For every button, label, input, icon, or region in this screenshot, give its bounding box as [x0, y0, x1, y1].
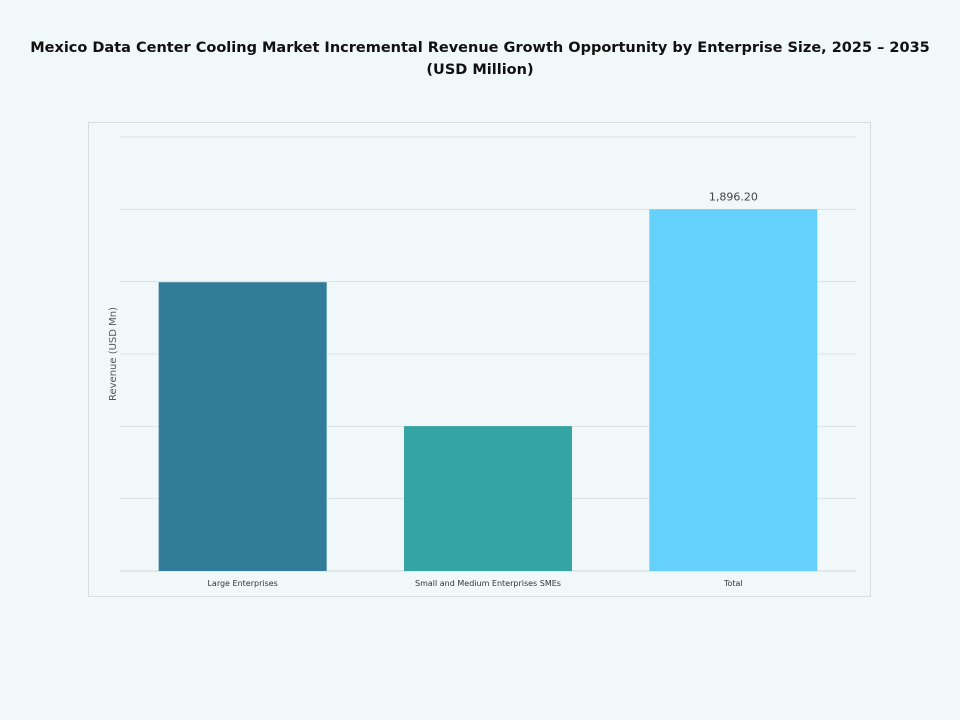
bar-total: [649, 209, 818, 572]
chart-title: Mexico Data Center Cooling Market Increm…: [30, 40, 930, 78]
chart-frame: [88, 122, 871, 597]
bar-large-enterprises: [158, 282, 327, 571]
data-label: 1,896.20: [709, 190, 758, 203]
x-tick-label: Large Enterprises: [207, 579, 277, 588]
bar-small-and-medium-enterprises-smes: [404, 426, 572, 571]
x-tick-label: Total: [723, 579, 743, 588]
y-axis-label: Revenue (USD Mn): [108, 307, 119, 401]
x-tick-label: Small and Medium Enterprises SMEs: [415, 579, 561, 588]
